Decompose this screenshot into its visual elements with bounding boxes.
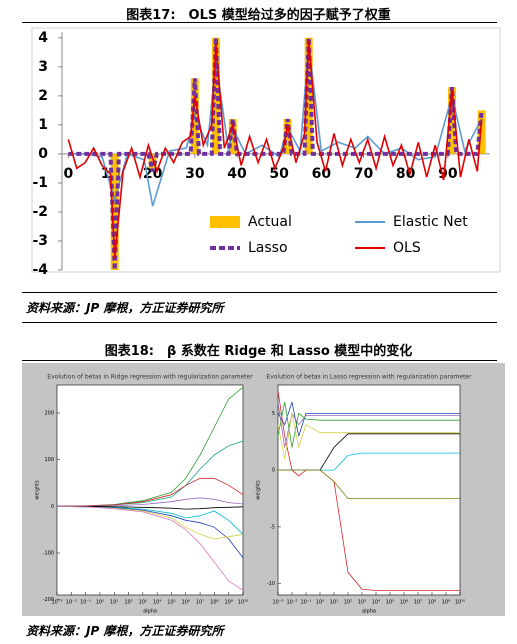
series-line — [68, 37, 484, 271]
x-tick-label: 10⁷ — [196, 600, 204, 606]
y-tick-label: 0 — [38, 146, 48, 162]
rule — [22, 292, 497, 293]
x-tick-label: 60 — [312, 166, 332, 182]
x-tick-label: 10⁸ — [210, 600, 218, 606]
bar — [304, 37, 313, 154]
x-tick-label: 10⁶ — [182, 600, 190, 606]
x-tick-label: 10⁻³ — [272, 600, 283, 606]
series-line — [277, 401, 460, 448]
y-tick-label: 100 — [44, 457, 54, 463]
chart-title: Evolution of betas in Lasso regression w… — [266, 374, 472, 381]
x-tick-label: 10⁻² — [286, 600, 297, 606]
series-line — [57, 497, 244, 507]
source: 资料来源：JP 摩根，方正证券研究所 — [26, 301, 224, 315]
y-tick-label: -100 — [43, 551, 54, 557]
x-tick-label: 10⁰ — [96, 600, 104, 606]
x-tick-label: 10⁹ — [442, 600, 450, 606]
bar — [211, 37, 220, 154]
x-tick-label: 10³ — [358, 600, 366, 606]
figure-title: 图表18: β 系数在 Ridge 和 Lasso 模型中的变化 — [104, 344, 413, 359]
x-tick-label: 10⁻² — [66, 600, 77, 606]
bar — [448, 87, 457, 154]
rule — [22, 360, 497, 361]
x-tick-label: 10⁻¹ — [300, 600, 311, 606]
figure-title: 图表17: OLS 模型给过多的因子赋予了权重 — [126, 8, 391, 23]
chart-title: Evolution of betas in Ridge regression w… — [47, 374, 253, 381]
series-line — [277, 401, 460, 437]
x-tick-label: 10⁵ — [386, 600, 394, 606]
x-tick-label: 10¹ — [110, 600, 118, 606]
x-tick-label: 10² — [124, 600, 132, 606]
x-tick-label: 70 — [354, 166, 374, 182]
x-tick-label: 10⁹ — [225, 600, 233, 606]
x-tick-label: 40 — [227, 166, 247, 182]
x-tick-label: 10⁴ — [372, 600, 380, 606]
bar — [228, 119, 237, 154]
series-line — [277, 413, 460, 459]
y-axis-label: weights — [256, 480, 262, 500]
x-tick-label: 10⁰ — [316, 600, 324, 606]
x-axis-label: alpha — [143, 609, 157, 615]
x-tick-label: 10⁷ — [414, 600, 422, 606]
y-tick-label: 200 — [44, 411, 54, 417]
series-line — [67, 40, 483, 259]
y-tick-label: -4 — [32, 262, 48, 278]
bar — [148, 153, 157, 169]
y-tick-label: -3 — [32, 233, 48, 249]
rule — [22, 322, 497, 323]
series-line — [57, 505, 244, 510]
plot-area — [56, 384, 244, 596]
y-tick-label: -5 — [270, 524, 275, 530]
x-tick-label: 10⁻¹ — [80, 600, 91, 606]
x-tick-label: 0 — [63, 166, 73, 182]
x-tick-label: 10¹⁰ — [455, 600, 465, 606]
y-tick-label: -2 — [32, 204, 48, 220]
y-tick-label: -200 — [43, 597, 54, 603]
x-tick-label: 10¹ — [330, 600, 338, 606]
series-line — [278, 469, 460, 499]
source: 资料来源：JP 摩根，方正证券研究所 — [26, 624, 224, 638]
legend-swatch — [210, 216, 240, 228]
x-tick-label: 10⁸ — [428, 600, 436, 606]
y-tick-label: 5 — [272, 411, 275, 417]
y-tick-label: 3 — [38, 59, 48, 75]
bar — [283, 119, 292, 154]
y-tick-label: 0 — [272, 468, 275, 474]
x-tick-label: 10¹⁰ — [238, 600, 248, 606]
x-tick-label: 80 — [396, 166, 416, 182]
y-tick-label: 1 — [38, 117, 48, 133]
y-axis-label: weights — [35, 480, 41, 500]
y-tick-label: 4 — [38, 30, 48, 46]
x-tick-label: 10³ — [139, 600, 147, 606]
bar — [110, 153, 119, 270]
legend-label: OLS — [393, 240, 421, 256]
x-tick-label: 10⁴ — [153, 600, 161, 606]
series-line — [56, 505, 244, 591]
y-tick-label: -1 — [32, 175, 48, 191]
plot-frame — [31, 27, 501, 273]
x-tick-label: 10⁵ — [167, 600, 175, 606]
x-tick-label: 50 — [269, 166, 289, 182]
legend-label: Lasso — [248, 240, 288, 256]
y-tick-label: -10 — [267, 581, 275, 587]
series-line — [56, 505, 244, 535]
x-axis-label: alpha — [362, 609, 376, 615]
y-tick-label: 0 — [51, 504, 54, 510]
rule — [22, 22, 497, 23]
y-tick-label: 2 — [38, 88, 48, 104]
x-tick-label: 10⁻³ — [51, 600, 62, 606]
legend-label: Elastic Net — [393, 214, 468, 230]
legend-label: Actual — [248, 214, 292, 230]
x-tick-label: 10² — [344, 600, 352, 606]
bar — [477, 110, 486, 154]
x-tick-label: 10⁶ — [400, 600, 408, 606]
series-line — [56, 477, 244, 507]
x-tick-label: 30 — [185, 166, 205, 182]
